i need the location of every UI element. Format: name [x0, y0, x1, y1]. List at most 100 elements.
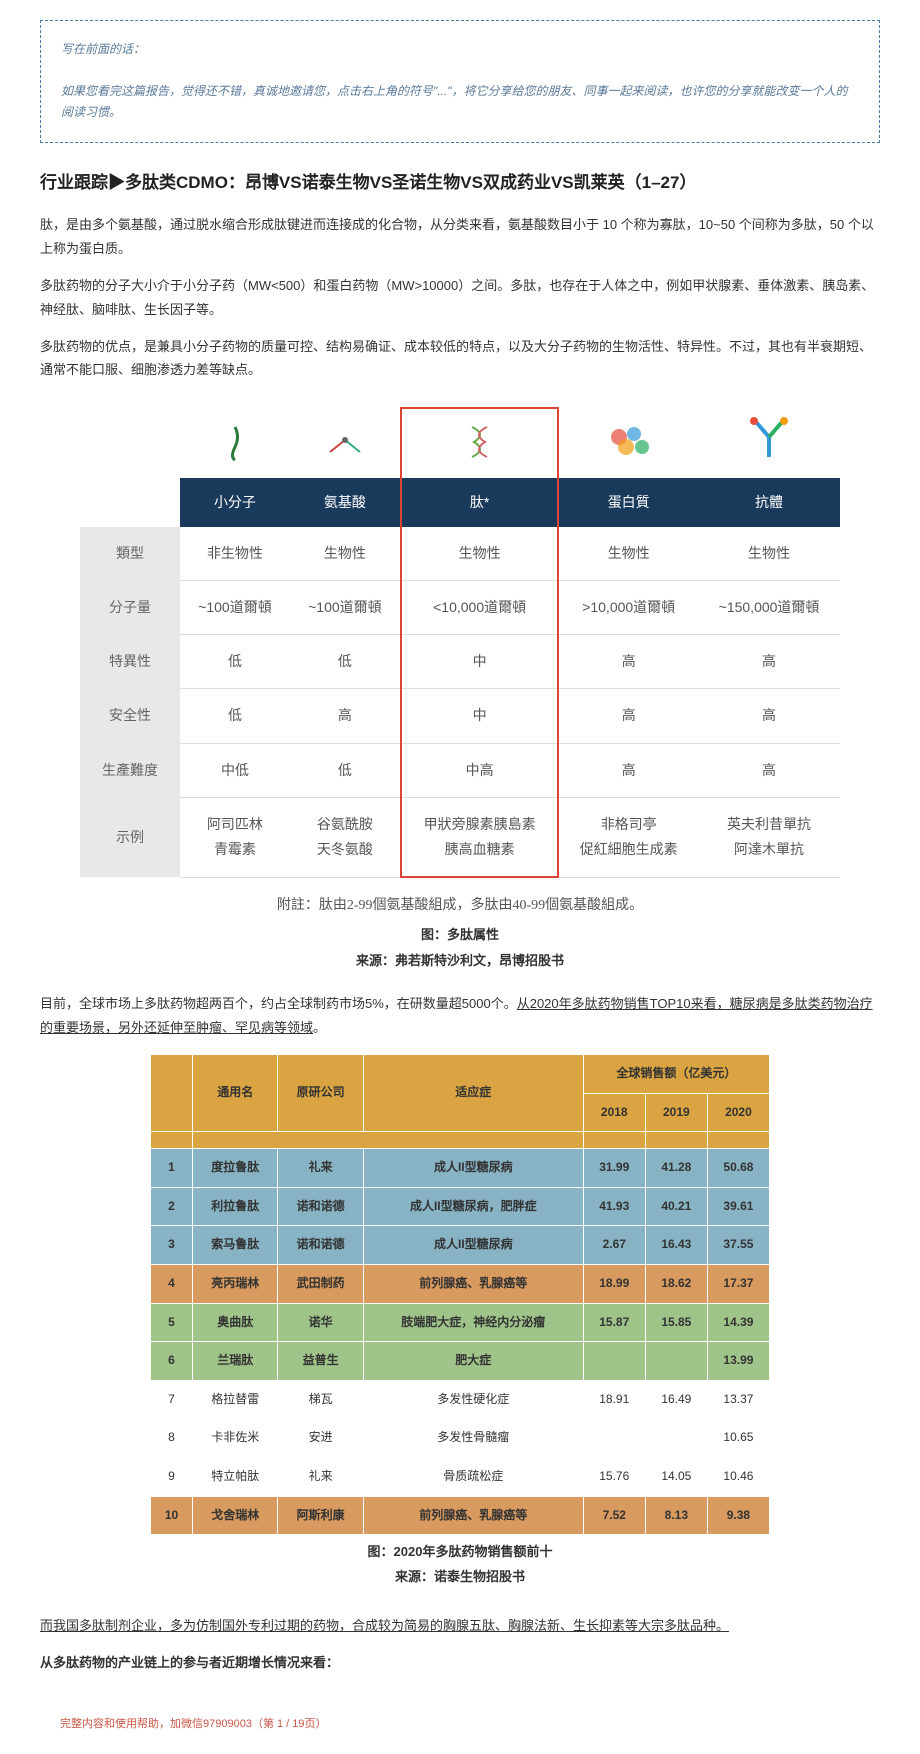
drug-name: 格拉替雷 [193, 1380, 278, 1419]
preface-line2: 如果您看完这篇报告，觉得还不错，真诚地邀请您，点击右上角的符号"..."，将它分… [61, 81, 859, 124]
indication: 前列腺癌、乳腺癌等 [363, 1496, 583, 1535]
attributes-table: 小分子 氨基酸 肽* 蛋白質 抗體 類型非生物性生物性生物性生物性生物性分子量~… [80, 407, 840, 879]
table-row: 7 格拉替雷 梯瓦 多发性硬化症 18.91 16.49 13.37 [151, 1380, 770, 1419]
table-row: 3 索马鲁肽 诺和诺德 成人II型糖尿病 2.67 16.43 37.55 [151, 1226, 770, 1265]
cell: 低 [290, 635, 401, 689]
sales-2020: 17.37 [707, 1264, 769, 1303]
paragraph-2: 多肽药物的分子大小介于小分子药（MW<500）和蛋白药物（MW>10000）之间… [40, 274, 880, 321]
company: 诺华 [278, 1303, 363, 1342]
indication: 成人II型糖尿病 [363, 1149, 583, 1188]
table1-note: 附註：肽由2-99個氨基酸組成，多肽由40-99個氨基酸組成。 [40, 893, 880, 918]
paragraph-3: 多肽药物的优点，是兼具小分子药物的质量可控、结构易确证、成本较低的特点，以及大分… [40, 335, 880, 382]
rank: 2 [151, 1187, 193, 1226]
paragraph-6: 从多肽药物的产业链上的参与者近期增长情况来看： [40, 1651, 880, 1674]
para4-c: 。 [313, 1020, 326, 1035]
company: 礼来 [278, 1149, 363, 1188]
table1-caption: 图：多肽属性 [40, 923, 880, 946]
sales-2018 [583, 1342, 645, 1381]
col-generic-name: 通用名 [193, 1054, 278, 1131]
small-molecule-icon [180, 408, 290, 478]
preface-line1: 写在前面的话： [61, 39, 859, 61]
sales-2019: 15.85 [645, 1303, 707, 1342]
sales-2019: 16.43 [645, 1226, 707, 1265]
cell: 谷氨酰胺天冬氨酸 [290, 797, 401, 877]
table-row: 2 利拉鲁肽 诺和诺德 成人II型糖尿病，肥胖症 41.93 40.21 39.… [151, 1187, 770, 1226]
cell: 生物性 [290, 527, 401, 581]
sales-2018: 41.93 [583, 1187, 645, 1226]
amino-acid-icon [290, 408, 401, 478]
col-amino-acid: 氨基酸 [290, 478, 401, 527]
company: 武田制药 [278, 1264, 363, 1303]
row-label: 示例 [80, 797, 180, 877]
sales-2018: 15.76 [583, 1457, 645, 1496]
sales-2020: 50.68 [707, 1149, 769, 1188]
cell: ~100道爾頓 [180, 581, 290, 635]
year-2019: 2019 [645, 1093, 707, 1132]
drug-name: 利拉鲁肽 [193, 1187, 278, 1226]
indication: 成人II型糖尿病，肥胖症 [363, 1187, 583, 1226]
indication: 前列腺癌、乳腺癌等 [363, 1264, 583, 1303]
table-row: 示例阿司匹林青霉素谷氨酰胺天冬氨酸甲狀旁腺素胰島素胰高血糖素非格司亭促紅細胞生成… [80, 797, 840, 877]
row-label: 特異性 [80, 635, 180, 689]
cell: 高 [698, 743, 840, 797]
drug-name: 亮丙瑞林 [193, 1264, 278, 1303]
page-title: 行业跟踪▶多肽类CDMO：昂博VS诺泰生物VS圣诺生物VS双成药业VS凯莱英（1… [40, 168, 880, 199]
col-company: 原研公司 [278, 1054, 363, 1131]
cell: 高 [558, 743, 698, 797]
drug-name: 戈舍瑞林 [193, 1496, 278, 1535]
rank: 7 [151, 1380, 193, 1419]
cell: 低 [290, 743, 401, 797]
sales-2019: 41.28 [645, 1149, 707, 1188]
rank: 1 [151, 1149, 193, 1188]
sales-2018: 18.91 [583, 1380, 645, 1419]
company: 诺和诺德 [278, 1226, 363, 1265]
cell: 高 [558, 635, 698, 689]
sales-2020: 10.46 [707, 1457, 769, 1496]
company: 梯瓦 [278, 1380, 363, 1419]
sales-2019: 18.62 [645, 1264, 707, 1303]
cell: 中 [401, 689, 558, 743]
row-label: 安全性 [80, 689, 180, 743]
paragraph-1: 肽，是由多个氨基酸，通过脱水缩合形成肽键进而连接成的化合物，从分类来看，氨基酸数… [40, 213, 880, 260]
table-row: 生產難度中低低中高高高 [80, 743, 840, 797]
table-row: 分子量~100道爾頓~100道爾頓<10,000道爾頓>10,000道爾頓~15… [80, 581, 840, 635]
col-peptide: 肽* [401, 478, 558, 527]
top10-sales-table: 通用名 原研公司 适应症 全球销售额（亿美元） 2018 2019 2020 1… [150, 1054, 770, 1535]
indication: 多发性骨髓瘤 [363, 1419, 583, 1458]
rank: 9 [151, 1457, 193, 1496]
table-row: 6 兰瑞肽 益普生 肥大症 13.99 [151, 1342, 770, 1381]
indication: 骨质疏松症 [363, 1457, 583, 1496]
sales-2020: 13.37 [707, 1380, 769, 1419]
para4-a: 目前，全球市场上多肽药物超两百个，约占全球制药市场5%，在研数量超5000个。 [40, 996, 517, 1011]
cell: 甲狀旁腺素胰島素胰高血糖素 [401, 797, 558, 877]
company: 礼来 [278, 1457, 363, 1496]
table-row: 8 卡非佐米 安进 多发性骨髓瘤 10.65 [151, 1419, 770, 1458]
sales-2018: 18.99 [583, 1264, 645, 1303]
indication: 肥大症 [363, 1342, 583, 1381]
cell: 阿司匹林青霉素 [180, 797, 290, 877]
sales-2019 [645, 1419, 707, 1458]
paragraph-5: 而我国多肽制剂企业，多为仿制国外专利过期的药物，合成较为简易的胸腺五肽、胸腺法新… [40, 1614, 880, 1637]
cell: <10,000道爾頓 [401, 581, 558, 635]
col-indication: 适应症 [363, 1054, 583, 1131]
table-row: 類型非生物性生物性生物性生物性生物性 [80, 527, 840, 581]
col-small-molecule: 小分子 [180, 478, 290, 527]
rank: 4 [151, 1264, 193, 1303]
indication: 肢端肥大症，神经内分泌瘤 [363, 1303, 583, 1342]
drug-name: 特立帕肽 [193, 1457, 278, 1496]
year-2018: 2018 [583, 1093, 645, 1132]
sales-2020: 39.61 [707, 1187, 769, 1226]
cell: 低 [180, 689, 290, 743]
sales-2018 [583, 1419, 645, 1458]
rank: 5 [151, 1303, 193, 1342]
rank: 10 [151, 1496, 193, 1535]
col-global-sales: 全球销售额（亿美元） [583, 1054, 769, 1093]
rank: 8 [151, 1419, 193, 1458]
sales-2019: 16.49 [645, 1380, 707, 1419]
rank: 6 [151, 1342, 193, 1381]
sales-2020: 14.39 [707, 1303, 769, 1342]
sales-2020: 9.38 [707, 1496, 769, 1535]
sales-2019: 14.05 [645, 1457, 707, 1496]
drug-name: 兰瑞肽 [193, 1342, 278, 1381]
cell: 非生物性 [180, 527, 290, 581]
